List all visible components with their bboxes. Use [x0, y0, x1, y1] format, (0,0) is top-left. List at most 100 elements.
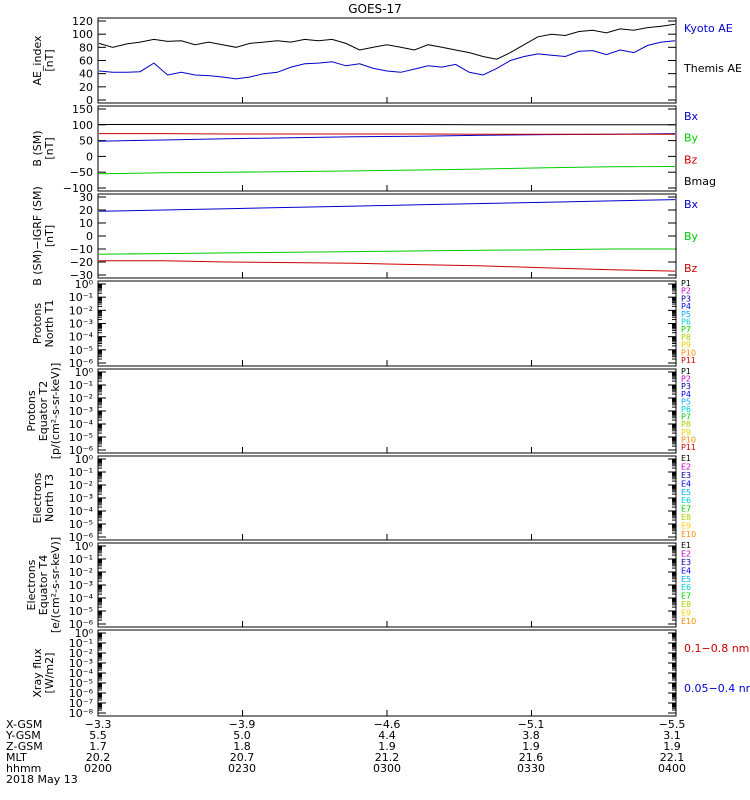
footer-value: 0300 — [373, 762, 401, 775]
channel-label: E3 — [681, 471, 691, 480]
y-tick-label: 20 — [79, 204, 93, 217]
channel-label: P4 — [681, 390, 691, 399]
channel-label: E2 — [681, 462, 691, 471]
y-tick-label: 10 — [79, 217, 93, 230]
channel-label: E5 — [681, 575, 691, 584]
legend-entry: By — [684, 132, 699, 145]
footer-value: 1.8 — [233, 740, 251, 753]
y-tick-label: 10⁻³ — [69, 579, 93, 592]
y-tick-label: −10 — [70, 243, 93, 256]
panel-frame — [97, 542, 677, 628]
footer-value: 1.9 — [378, 740, 396, 753]
y-tick-label: −30 — [70, 269, 93, 282]
panel-frame — [97, 105, 677, 192]
y-tick-label: 10⁻⁶ — [69, 444, 94, 457]
channel-label: P9 — [681, 428, 691, 437]
footer-value: 0230 — [228, 762, 256, 775]
y-tick-label: 10⁻¹ — [69, 291, 93, 304]
series-bz — [99, 133, 675, 135]
panel-b: 150 100 50 0 −50 −100 B (SM) [nT] Bx By Bz Bmag — [31, 103, 716, 195]
y-tick-label: 100 — [72, 28, 93, 41]
footer-value: 22.1 — [660, 751, 685, 764]
y-axis-label-line: North T3 — [43, 474, 56, 522]
y-axis-label: Protons Equator T2 [p/(cm²-s-sr-keV)] — [25, 363, 62, 460]
y-tick-label: 80 — [79, 41, 93, 54]
panel-frame — [97, 368, 677, 454]
y-tick-label: 10⁻⁵ — [69, 677, 93, 690]
series-by — [98, 166, 676, 175]
y-tick-label: 10⁻¹ — [69, 466, 93, 479]
y-axis-label-line: Electrons — [31, 472, 44, 523]
y-tick-label: 10⁻³ — [69, 405, 93, 418]
y-axis-label-line: Electrons — [25, 559, 38, 610]
panel-frame — [97, 455, 677, 541]
y-tick-label: 10⁻⁶ — [69, 618, 94, 631]
footer-value: 21.6 — [519, 751, 544, 764]
series-bz — [99, 260, 676, 272]
y-axis-label: AE_index [nT] — [31, 35, 56, 86]
legend-entry: Themis AE — [683, 62, 742, 75]
panel-frame — [97, 629, 677, 717]
y-axis-label-line: Equator T2 — [37, 381, 50, 441]
y-tick-label: 50 — [79, 135, 93, 148]
y-axis-label-line: Protons — [25, 390, 38, 431]
y-axis-label-line: North T1 — [43, 300, 56, 348]
footer-value: 4.4 — [378, 729, 396, 742]
y-tick-label: 60 — [79, 55, 93, 68]
y-tick-label: 10⁻³ — [69, 492, 93, 505]
channel-label: P3 — [681, 294, 691, 303]
y-tick-label: 10⁰ — [75, 278, 94, 291]
legend-entry: Bz — [684, 153, 698, 166]
footer-value: 1.9 — [663, 740, 681, 753]
y-tick-label: 10⁻² — [69, 647, 93, 660]
y-tick-label: 0 — [86, 150, 93, 163]
y-tick-label: 10⁻⁶ — [69, 357, 94, 370]
channel-label: P2 — [681, 375, 691, 384]
y-axis-label-line: [nT] — [43, 137, 56, 159]
channel-label: P8 — [681, 420, 691, 429]
legend-entry: Bx — [684, 110, 699, 123]
legend-entry: 0.05−0.4 nm — [684, 682, 750, 695]
y-tick-label: −50 — [70, 166, 93, 179]
y-tick-label: 10⁻⁸ — [69, 707, 94, 720]
channel-label: P6 — [681, 318, 691, 327]
channel-label: E9 — [681, 522, 691, 531]
y-axis-label-line: [nT] — [43, 225, 56, 247]
channel-label: P4 — [681, 302, 691, 311]
footer-value: 0330 — [517, 762, 545, 775]
channel-label: E8 — [681, 513, 691, 522]
channel-label: P6 — [681, 405, 691, 414]
footer-row-label: Y-GSM — [5, 729, 41, 742]
footer-value: 3.1 — [663, 729, 681, 742]
footer-value: 5.0 — [233, 729, 251, 742]
channel-label: P5 — [681, 310, 691, 319]
y-tick-label: 10⁻³ — [69, 318, 93, 331]
series-themis-ae — [98, 23, 676, 60]
y-axis-label-line: B (SM) — [31, 130, 44, 166]
channel-label: P8 — [681, 333, 691, 342]
panel-frame — [97, 193, 677, 279]
y-tick-label: 0 — [86, 94, 93, 107]
channel-label: P7 — [681, 325, 691, 334]
channel-label: E9 — [681, 609, 691, 618]
footer-row-label: Z-GSM — [6, 740, 43, 753]
legend-entry: Bmag — [684, 175, 716, 188]
y-axis-label: Electrons Equator T4 [e/(cm²-s-sr-keV)] — [25, 537, 62, 633]
series-kyoto-ae — [98, 40, 676, 80]
footer-value: −5.5 — [659, 718, 686, 731]
legend-entry: 0.1−0.8 nm — [684, 642, 749, 655]
y-axis-label-line: [nT] — [43, 49, 56, 71]
footer-value: 20.2 — [86, 751, 111, 764]
y-tick-label: 10⁻¹ — [69, 553, 93, 566]
series-by — [98, 248, 675, 255]
footer-value: −5.1 — [518, 718, 545, 731]
footer-value: 0400 — [658, 762, 686, 775]
channel-label: E10 — [681, 617, 696, 626]
y-tick-label: 10⁻⁴ — [69, 667, 94, 680]
footer-value: −3.9 — [229, 718, 256, 731]
y-tick-label: 100 — [72, 119, 93, 132]
channel-label: E2 — [681, 549, 691, 558]
